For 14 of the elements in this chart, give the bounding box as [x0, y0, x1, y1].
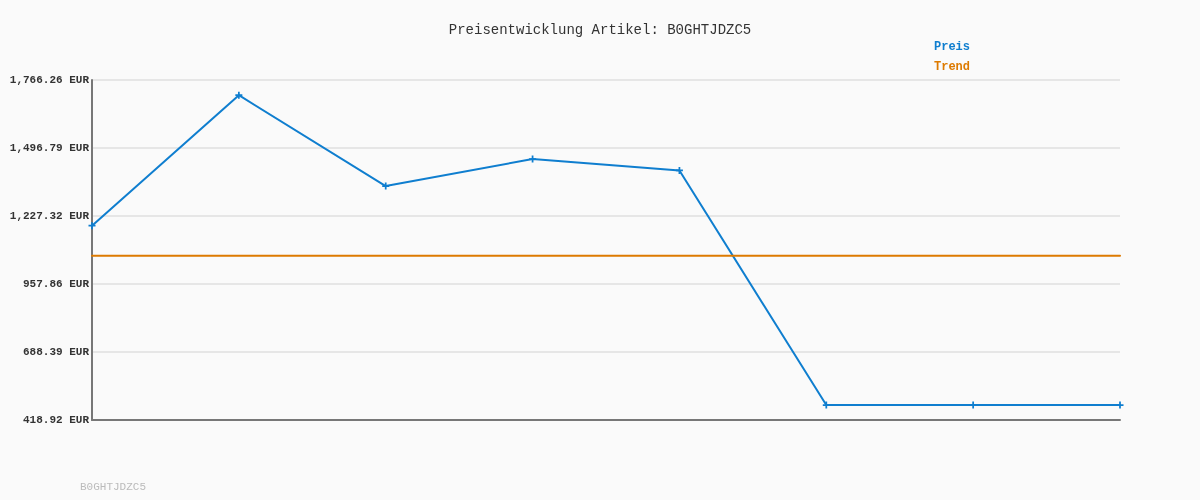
y-tick-label: 1,227.32 EUR [9, 210, 90, 222]
text: B0GHTJDZC5 [80, 480, 147, 493]
text: Preis [933, 40, 971, 54]
point [235, 91, 243, 99]
point [529, 155, 537, 163]
y-tick-label: 1,496.79 EUR [9, 142, 90, 154]
chart-title: Preisentwicklung Artikel: B0GHTJDZC5 [448, 22, 752, 38]
text: Trend [933, 60, 971, 74]
y-tick-label: 1,766.26 EUR [9, 74, 90, 86]
y-tick-label: 418.92 EUR [22, 414, 90, 426]
point [88, 222, 96, 230]
y-tick-label: 957.86 EUR [22, 278, 90, 290]
y-tick-label: 688.39 EUR [22, 346, 90, 358]
point [382, 182, 390, 190]
